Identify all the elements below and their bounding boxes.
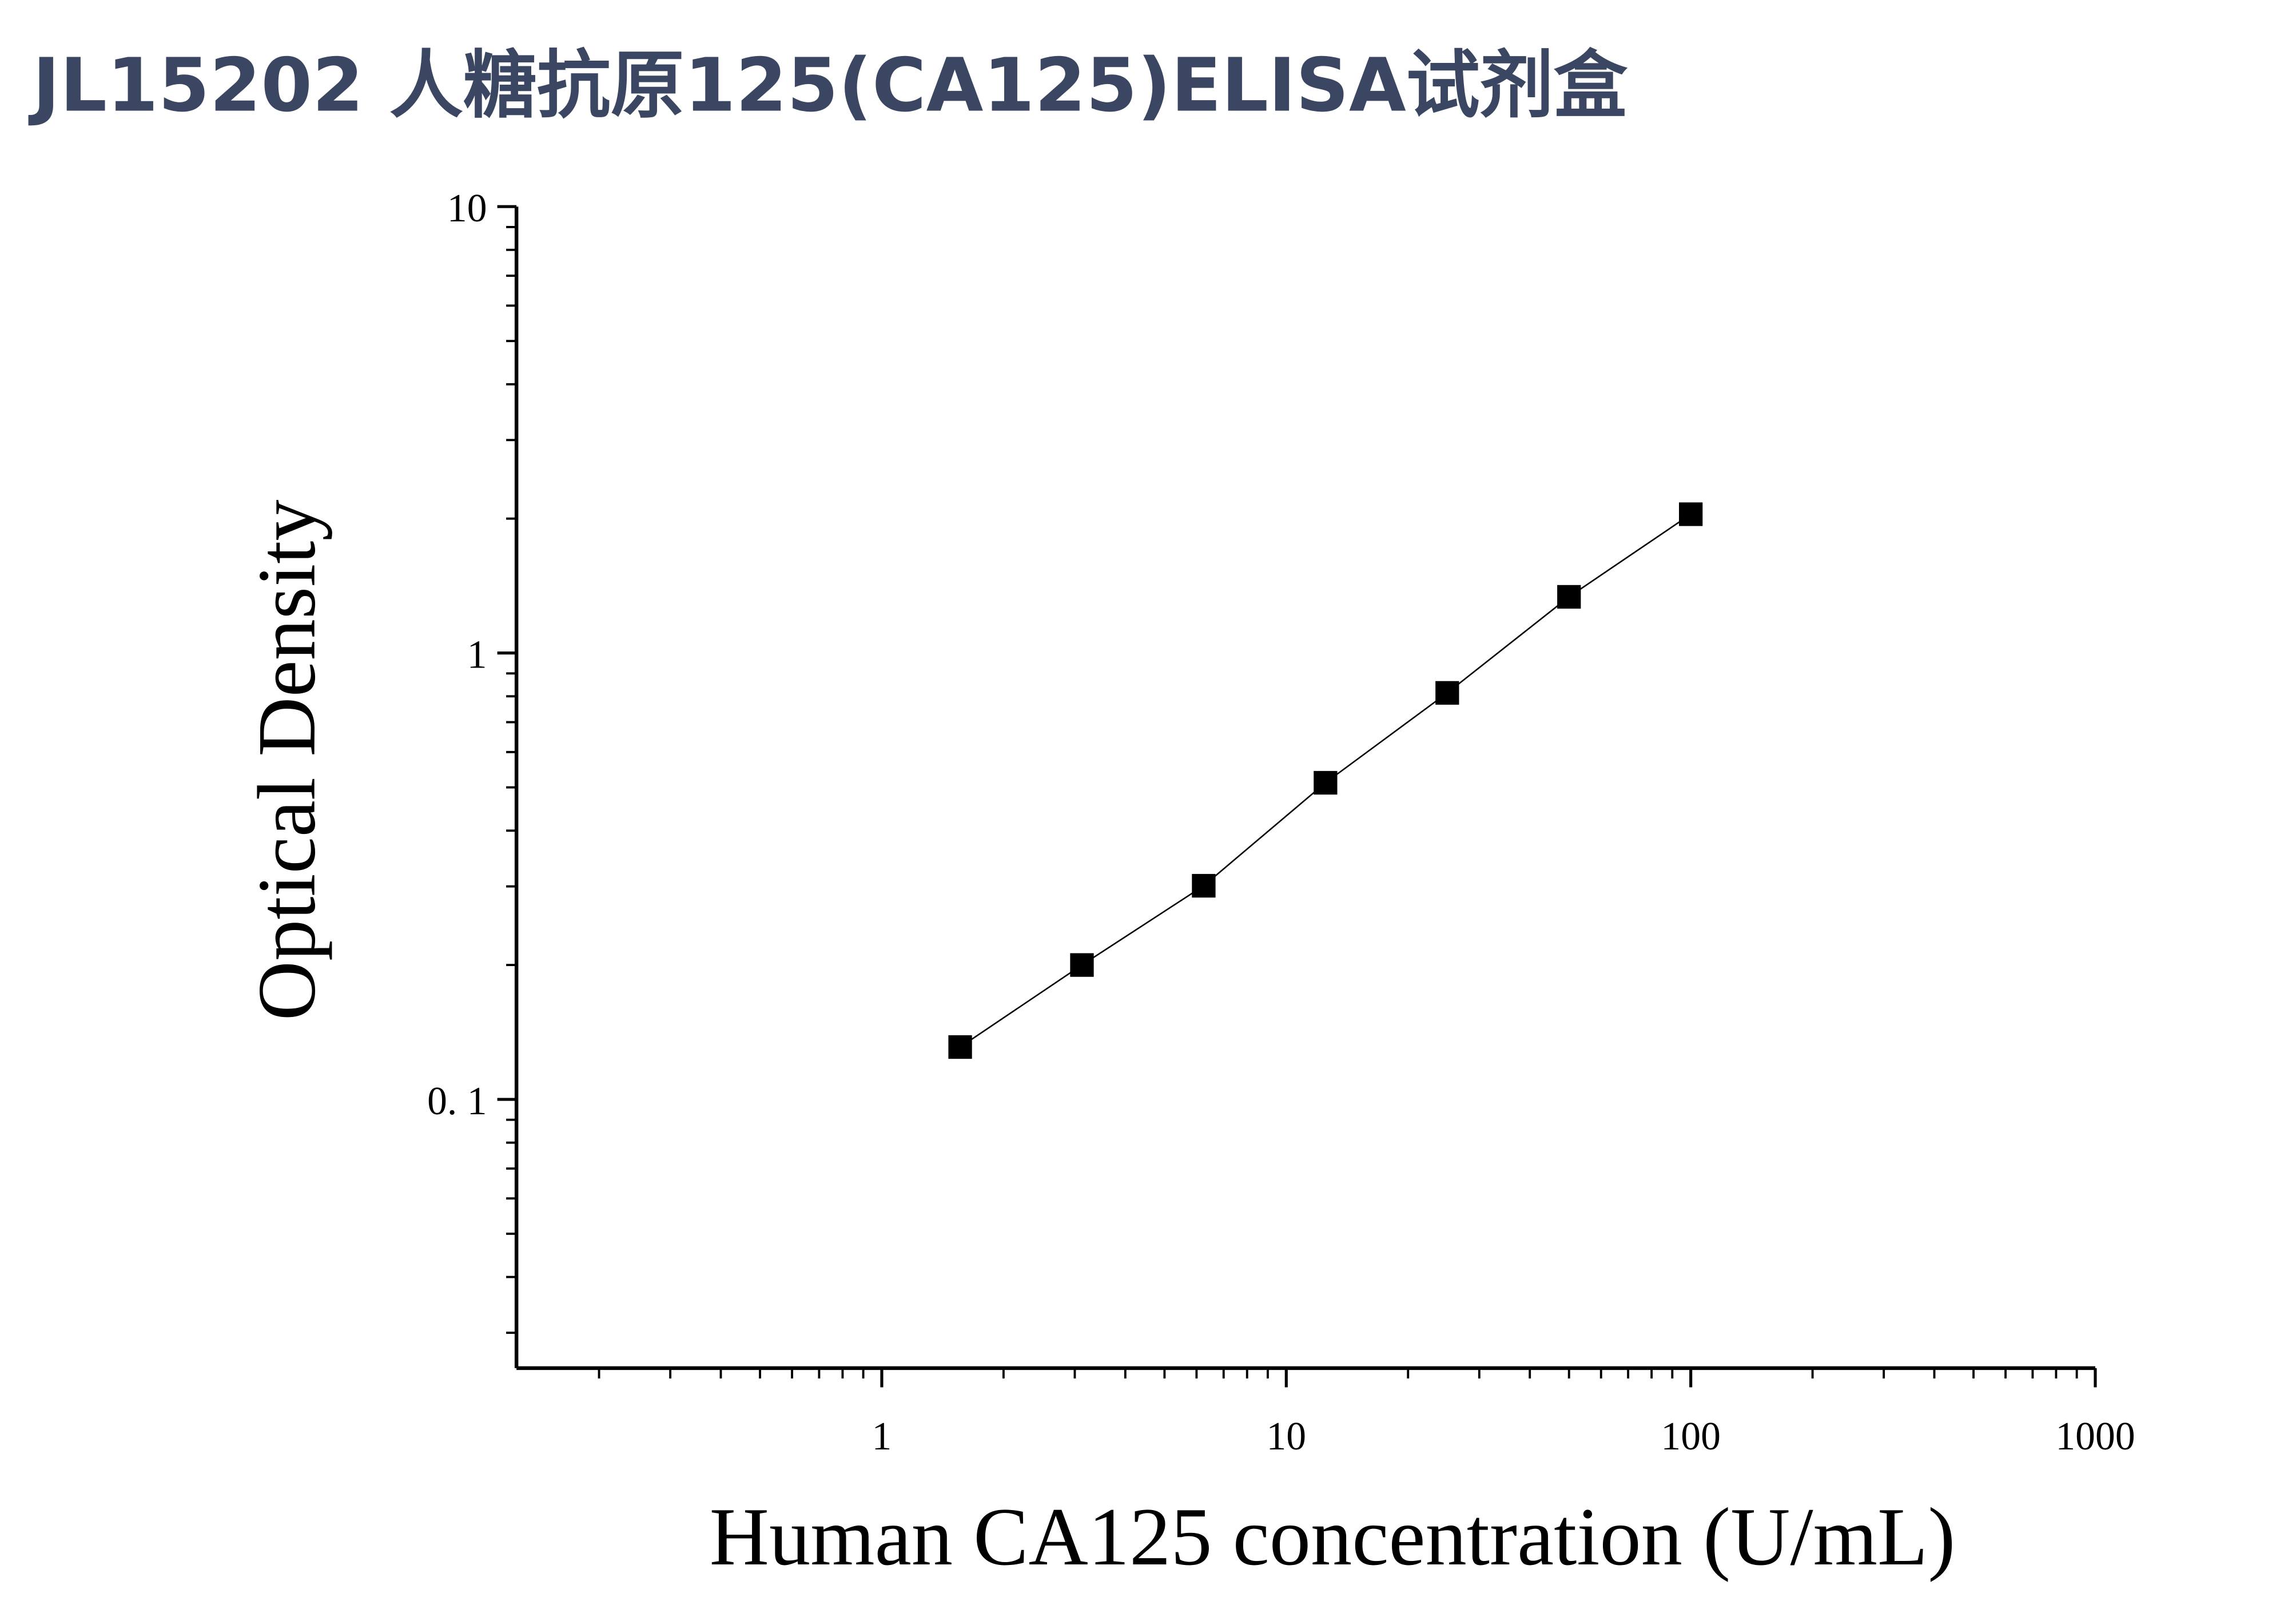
- chart-title: JL15202 人糖抗原125(CA125)ELISA试剂盒: [28, 43, 1628, 129]
- y-tick-label: 10: [447, 186, 487, 231]
- x-tick-label: 100: [1661, 1415, 1720, 1459]
- data-point: [948, 1035, 972, 1059]
- x-tick-label: 1: [872, 1415, 892, 1459]
- data-point: [1192, 873, 1216, 898]
- x-tick-label: 1000: [2055, 1415, 2135, 1459]
- data-point: [1435, 681, 1459, 705]
- y-tick-label: 0. 1: [427, 1079, 487, 1123]
- data-point: [1557, 585, 1581, 609]
- y-axis-label: Optical Density: [241, 499, 333, 1020]
- data-point: [1679, 502, 1703, 526]
- data-point: [1314, 770, 1338, 795]
- y-tick-label: 1: [467, 633, 487, 677]
- data-point: [1070, 953, 1094, 977]
- x-axis-label: Human CA125 concentration (U/mL): [710, 1491, 1956, 1583]
- x-tick-label: 10: [1266, 1415, 1306, 1459]
